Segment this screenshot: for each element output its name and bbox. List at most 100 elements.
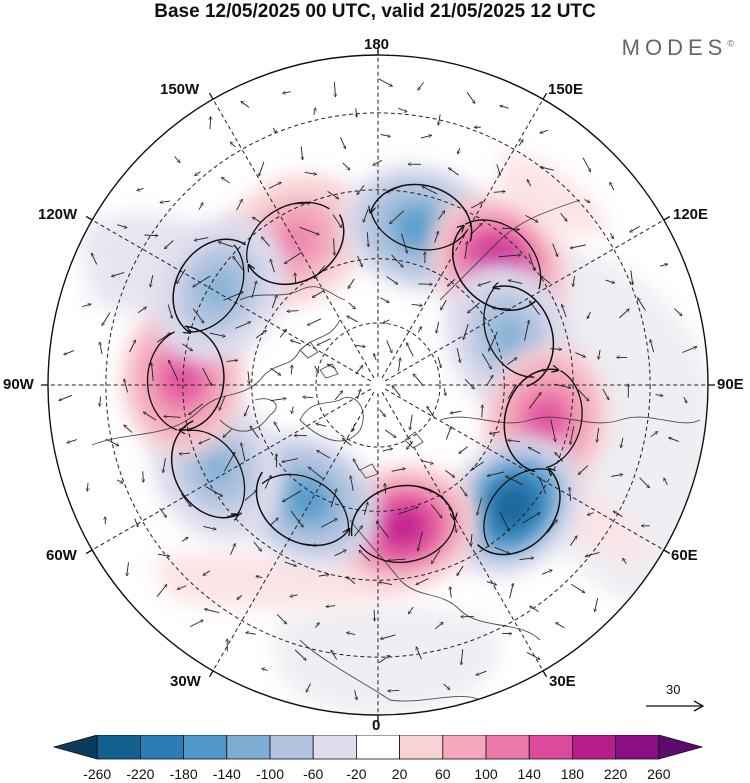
wind-arrow [487,471,505,476]
wind-arrow [270,518,278,526]
meridian-line [212,98,375,379]
circulation-loop [249,214,345,286]
wind-arrow [445,426,451,440]
wind-arrow [137,307,146,314]
latitude-circle [251,258,505,512]
wind-arrow [522,513,540,524]
anomaly-shade-ring [494,487,531,525]
wind-arrow [587,512,594,515]
wind-arrow [332,214,342,228]
wind-arrow [198,203,203,210]
wind-arrow [202,367,212,385]
wind-arrow [356,108,357,117]
wind-arrow [87,482,88,491]
wind-arrow [421,460,433,464]
wind-arrow [441,300,447,310]
wind-arrow [291,365,292,375]
wind-arrow [150,275,154,287]
wind-arrow [222,177,230,184]
wind-arrow [398,358,400,372]
wind-arrow [279,329,286,338]
wind-arrow [444,388,446,395]
wind-arrow [318,574,329,576]
wind-arrow [466,91,475,103]
circulation-loop-return [465,219,542,290]
colorbar-tick-label: -140 [212,766,241,782]
boundary-tick [85,215,93,221]
wind-arrow [233,256,245,272]
colorbar-bin [528,735,573,760]
wind-arrow [218,242,234,248]
wind-arrow [177,585,187,590]
wind-arrow [151,363,154,382]
circulation-loop-return [246,201,330,264]
boundary-tick [85,549,93,555]
wind-arrow [168,360,179,381]
circulation-loop [370,183,473,242]
wind-arrow [386,276,398,285]
wind-arrow [669,438,679,442]
wind-arrow [585,552,600,556]
wind-arrow [630,270,633,284]
wind-arrow [571,583,584,592]
colorbar-bin [312,735,357,760]
wind-arrow [530,606,539,612]
wind-arrow [540,478,547,495]
wind-arrow [570,536,577,546]
wind-arrow [167,304,172,318]
wind-arrow [445,470,454,477]
wind-arrow [284,251,303,264]
wind-arrow [499,511,509,531]
wind-arrow [508,440,521,442]
circulation-loop [172,238,247,334]
wind-arrow [261,237,270,247]
latitude-circle [182,189,574,581]
wind-arrow [244,490,257,501]
wind-arrow [427,406,436,419]
wind-arrow [253,541,262,551]
wind-arrow [378,656,390,663]
latitude-circle [105,112,651,658]
wind-arrow [406,343,414,357]
colorbar-bin [355,735,400,760]
wind-arrow [374,354,377,361]
wind-arrow [334,550,346,557]
wind-arrow [137,188,144,190]
anomaly-shade-ring [287,482,326,517]
wind-arrow [611,474,622,477]
wind-arrow [219,395,226,411]
coastline-alaska [239,286,346,301]
wind-arrow [283,92,291,94]
wind-arrow [164,416,181,417]
wind-arrow [457,147,459,154]
wind-arrow [621,437,624,448]
wind-arrow [194,237,209,241]
coastline-greenland [299,396,364,442]
wind-arrow [378,78,392,86]
wind-arrow [317,450,331,459]
wind-arrow [235,322,251,329]
wind-arrow [493,191,505,192]
wind-arrow [270,398,286,402]
colorbar-tick-label: -100 [255,766,285,782]
wind-arrow [619,309,629,319]
lon-label-120w: 120W [38,206,78,223]
wind-arrow [472,461,484,470]
wind-arrow [584,199,590,203]
brand-text: MODES [621,35,728,60]
colorbar-bin [442,735,487,760]
boundary-tick [542,92,548,100]
coastline-arctic-islands [299,341,424,479]
wind-arrow [630,226,640,232]
wind-arrow [374,609,375,621]
wind-arrow [639,477,650,488]
anomaly-shade-ring [383,510,423,544]
wind-arrow [573,275,575,286]
wind-arrow [367,232,368,246]
wind-arrow [348,278,355,289]
wind-arrow [476,670,487,675]
wind-arrow [255,330,266,339]
wind-arrow [272,127,276,133]
wind-arrow [587,311,591,319]
wind-arrow [283,490,302,502]
